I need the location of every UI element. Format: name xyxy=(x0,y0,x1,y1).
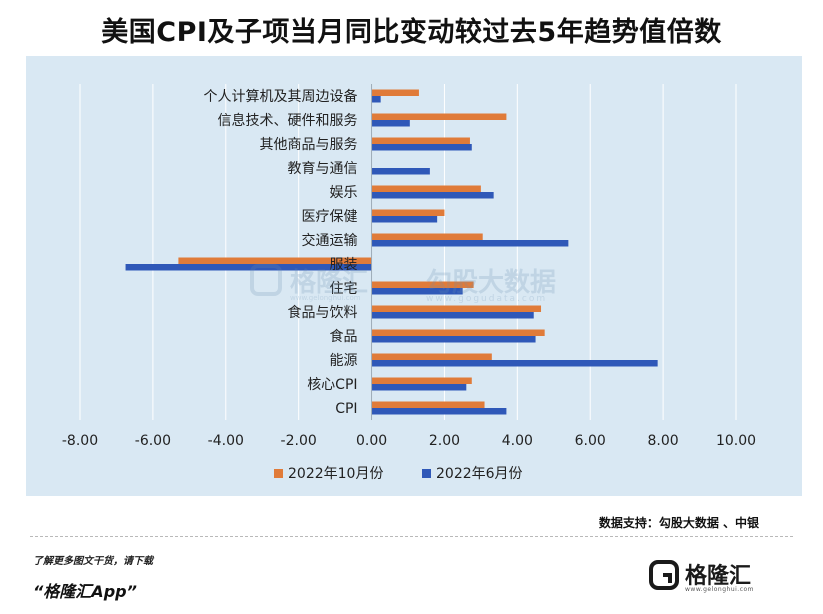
bar-oct-10 xyxy=(371,329,545,336)
category-label-13: CPI xyxy=(335,401,357,417)
x-tick-label-6: 4.00 xyxy=(502,433,533,449)
bar-jun-10 xyxy=(371,336,536,343)
bar-jun-13 xyxy=(371,408,507,415)
bar-oct-11 xyxy=(371,353,492,360)
footer-divider xyxy=(30,536,793,537)
bar-jun-8 xyxy=(371,288,463,295)
bar-jun-4 xyxy=(371,192,494,199)
legend-swatch-1 xyxy=(422,469,431,478)
bar-chart: 个人计算机及其周边设备信息技术、硬件和服务其他商品与服务教育与通信娱乐医疗保健交… xyxy=(62,84,756,482)
bar-jun-0 xyxy=(371,96,381,103)
x-tick-label-1: -6.00 xyxy=(135,433,171,449)
category-label-8: 住宅 xyxy=(330,281,358,297)
category-label-6: 交通运输 xyxy=(302,232,358,249)
bar-jun-7 xyxy=(125,264,372,271)
brand-name: 格隆汇 xyxy=(685,564,752,589)
bar-oct-6 xyxy=(371,233,483,240)
chart-title: 美国CPI及子项当月同比变动较过去5年趋势值倍数 xyxy=(101,17,722,48)
bar-oct-9 xyxy=(371,305,542,312)
category-label-10: 食品 xyxy=(330,328,358,345)
app-name: “格隆汇App” xyxy=(33,582,137,601)
x-tick-label-7: 6.00 xyxy=(575,433,606,449)
legend-label-0: 2022年10月份 xyxy=(288,466,383,482)
x-tick-label-2: -4.00 xyxy=(208,433,244,449)
bar-oct-8 xyxy=(371,281,474,288)
x-tick-label-5: 2.00 xyxy=(429,433,460,449)
category-label-3: 教育与通信 xyxy=(288,161,358,177)
bar-jun-2 xyxy=(371,144,472,151)
chart-area: 个人计算机及其周边设备信息技术、硬件和服务其他商品与服务教育与通信娱乐医疗保健交… xyxy=(26,56,802,496)
x-tick-label-0: -8.00 xyxy=(62,433,98,449)
category-label-7: 服装 xyxy=(330,257,358,273)
bar-jun-5 xyxy=(371,216,438,223)
bar-jun-3 xyxy=(371,168,430,175)
bar-oct-13 xyxy=(371,401,485,408)
title-bar: 美国CPI及子项当月同比变动较过去5年趋势值倍数 xyxy=(0,0,823,54)
promo-text: 了解更多图文干货，请下载 xyxy=(33,556,153,567)
x-tick-label-3: -2.00 xyxy=(281,433,317,449)
category-label-11: 能源 xyxy=(330,353,358,369)
legend-swatch-0 xyxy=(274,469,283,478)
brand-url: www.gelonghui.com xyxy=(685,586,755,593)
legend-label-1: 2022年6月份 xyxy=(436,466,523,482)
category-label-5: 医疗保健 xyxy=(302,209,358,225)
data-source: 数据支持：勾股大数据 、中银 xyxy=(598,516,759,530)
bar-oct-12 xyxy=(371,377,472,384)
category-label-12: 核心CPI xyxy=(307,377,357,393)
bar-jun-12 xyxy=(371,384,467,391)
x-tick-label-8: 8.00 xyxy=(648,433,679,449)
bar-jun-6 xyxy=(371,240,569,247)
category-label-9: 食品与饮料 xyxy=(288,304,358,321)
x-tick-label-9: 10.00 xyxy=(716,433,756,449)
brand-logo: 格隆汇 www.gelonghui.com xyxy=(649,556,789,598)
bar-jun-9 xyxy=(371,312,534,319)
x-tick-label-4: 0.00 xyxy=(356,433,387,449)
bar-jun-1 xyxy=(371,120,410,127)
bar-oct-7 xyxy=(178,257,372,264)
bar-oct-4 xyxy=(371,185,481,192)
bar-oct-2 xyxy=(371,137,470,144)
category-label-4: 娱乐 xyxy=(330,185,358,201)
bar-oct-1 xyxy=(371,113,507,120)
bar-oct-5 xyxy=(371,209,445,216)
brand-logo-icon xyxy=(649,560,679,590)
bar-jun-11 xyxy=(371,360,658,367)
category-label-1: 信息技术、硬件和服务 xyxy=(218,112,358,129)
category-label-2: 其他商品与服务 xyxy=(260,137,358,153)
bar-oct-0 xyxy=(371,89,419,96)
category-label-0: 个人计算机及其周边设备 xyxy=(204,88,358,105)
